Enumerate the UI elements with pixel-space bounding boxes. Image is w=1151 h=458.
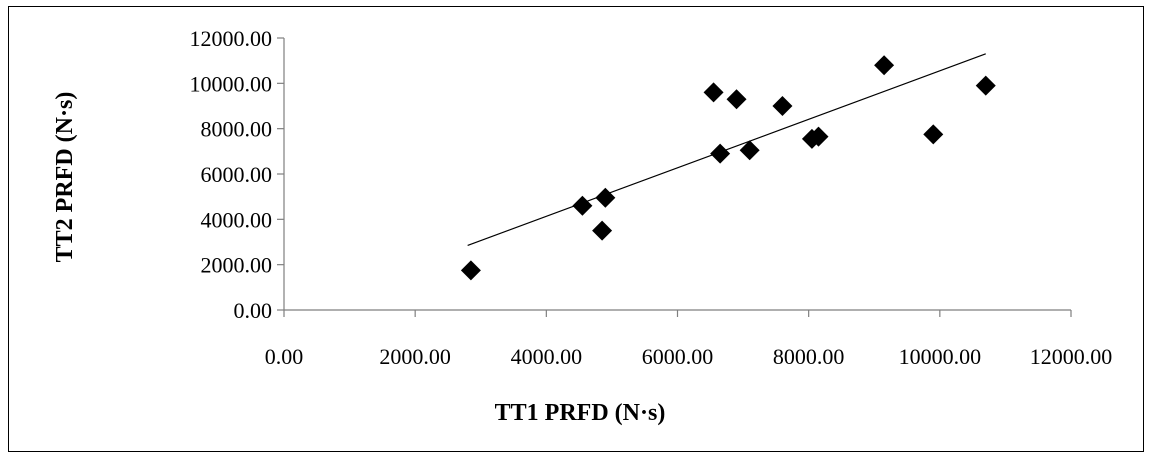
x-tick-label: 2000.00	[379, 344, 451, 369]
data-point	[460, 260, 481, 281]
y-tick-label: 10000.00	[190, 71, 273, 96]
chart-frame	[8, 6, 1144, 452]
data-point	[595, 187, 616, 208]
x-tick-label: 12000.00	[1030, 344, 1113, 369]
x-tick-label: 4000.00	[511, 344, 583, 369]
y-tick-label: 0.00	[234, 298, 273, 323]
data-points	[460, 55, 996, 281]
trendline	[467, 53, 986, 246]
data-point	[726, 89, 747, 110]
y-tick-label: 12000.00	[190, 26, 273, 51]
x-tick-label: 10000.00	[899, 344, 982, 369]
x-tick-label: 8000.00	[773, 344, 845, 369]
x-axis-ticks: 0.00 2000.00 4000.00 6000.00 8000.00 10000.00…	[265, 310, 1113, 369]
data-point	[710, 143, 731, 164]
y-tick-label: 8000.00	[201, 117, 273, 142]
y-tick-label: 6000.00	[201, 162, 273, 187]
y-tick-label: 4000.00	[201, 207, 273, 232]
data-point	[772, 96, 793, 116]
data-point	[808, 126, 829, 147]
data-point	[592, 220, 613, 241]
y-axis-ticks: 0.00 2000.00 4000.00 6000.00 8000.00 10000.00…	[190, 26, 284, 323]
y-tick-label: 2000.00	[201, 253, 273, 278]
data-point	[975, 75, 996, 96]
x-tick-label: 0.00	[265, 344, 304, 369]
data-point	[874, 55, 895, 76]
x-tick-label: 6000.00	[642, 344, 714, 369]
data-point	[572, 195, 593, 216]
data-point	[923, 124, 944, 145]
y-axis-title: TT2 PRFD (N·s)	[52, 92, 78, 263]
data-point	[703, 82, 724, 103]
data-point	[739, 140, 760, 161]
x-axis-title: TT1 PRFD (N·s)	[495, 400, 666, 426]
